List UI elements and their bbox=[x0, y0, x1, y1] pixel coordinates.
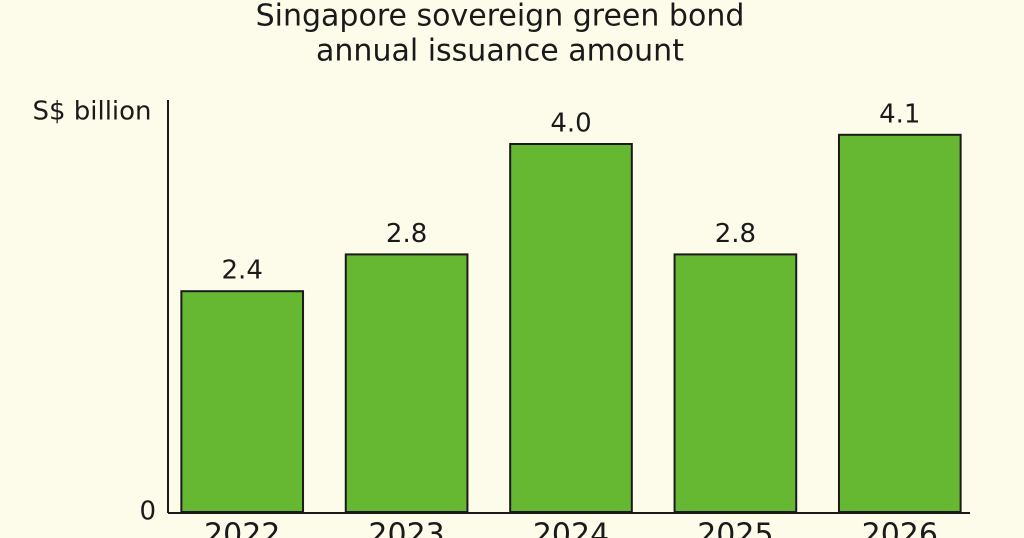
y-axis-label: S$ billion bbox=[32, 97, 151, 127]
data-label: 4.1 bbox=[879, 99, 920, 129]
x-tick-label: 2024 bbox=[533, 518, 609, 538]
bar bbox=[344, 253, 469, 513]
bar bbox=[180, 290, 305, 514]
chart-title: Singapore sovereign green bond bbox=[256, 0, 745, 34]
bar bbox=[837, 133, 962, 514]
x-tick-label: 2026 bbox=[862, 518, 938, 538]
chart-title: annual issuance amount bbox=[316, 34, 684, 69]
y-tick-label: 0 bbox=[139, 497, 156, 527]
bar bbox=[673, 253, 798, 513]
x-tick-label: 2022 bbox=[204, 518, 280, 538]
data-label: 2.8 bbox=[715, 219, 756, 249]
x-tick-label: 2023 bbox=[368, 518, 444, 538]
x-tick-label: 2025 bbox=[697, 518, 773, 538]
data-label: 4.0 bbox=[550, 109, 591, 139]
bar bbox=[509, 143, 633, 513]
data-label: 2.4 bbox=[222, 256, 263, 286]
data-label: 2.8 bbox=[386, 219, 427, 249]
